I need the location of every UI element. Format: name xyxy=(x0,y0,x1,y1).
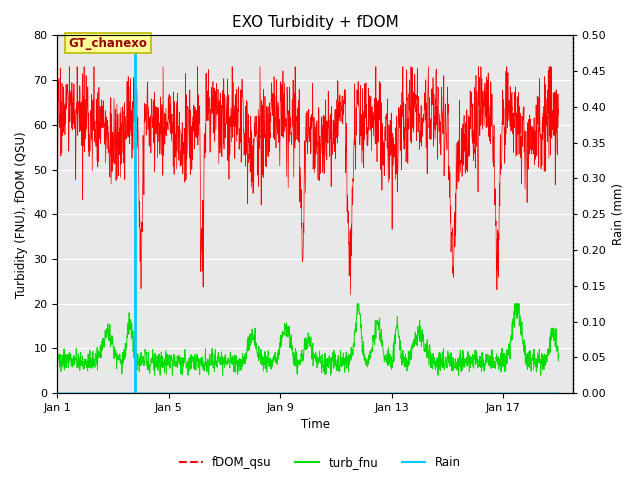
Text: GT_chanexo: GT_chanexo xyxy=(68,36,147,49)
Legend: fDOM_qsu, turb_fnu, Rain: fDOM_qsu, turb_fnu, Rain xyxy=(174,452,466,474)
Y-axis label: Rain (mm): Rain (mm) xyxy=(612,183,625,245)
X-axis label: Time: Time xyxy=(301,419,330,432)
Y-axis label: Turbidity (FNU), fDOM (QSU): Turbidity (FNU), fDOM (QSU) xyxy=(15,131,28,298)
Title: EXO Turbidity + fDOM: EXO Turbidity + fDOM xyxy=(232,15,399,30)
